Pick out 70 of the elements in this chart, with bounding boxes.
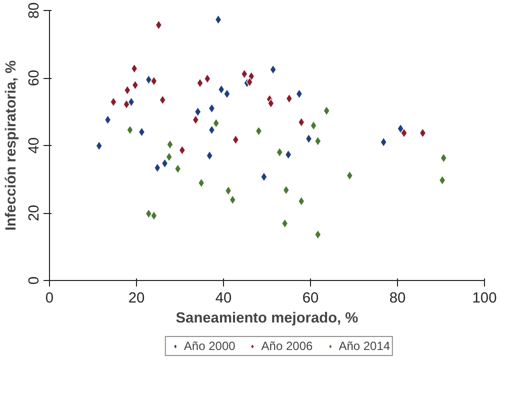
point: [305, 134, 312, 144]
point: [161, 158, 168, 168]
point: [128, 97, 135, 107]
point: [192, 115, 199, 125]
point: [145, 74, 152, 84]
legend-label: Año 2014: [338, 339, 390, 353]
x-tick-label: 40: [215, 290, 232, 306]
point: [208, 125, 216, 135]
point: [260, 172, 268, 182]
point: [241, 69, 248, 79]
point: [248, 72, 255, 82]
point: [310, 120, 317, 130]
point: [246, 77, 253, 87]
point: [400, 128, 408, 138]
point: [110, 97, 117, 107]
x-tick-label: 100: [472, 290, 497, 306]
y-axis-title: Infección respiratoria, %: [4, 60, 20, 231]
point: [282, 218, 288, 228]
point: [419, 128, 426, 138]
x-axis-title: Saneamiento mejorado, %: [176, 310, 358, 326]
point: [397, 124, 404, 134]
point: [132, 80, 138, 90]
point: [159, 95, 166, 105]
y-tick-label: 20: [26, 204, 42, 222]
point: [270, 64, 276, 74]
point: [155, 20, 162, 30]
point: [229, 195, 236, 205]
point: [255, 126, 262, 136]
point: [150, 76, 158, 86]
point: [346, 170, 353, 180]
point: [214, 14, 222, 24]
point: [224, 89, 230, 99]
point: [150, 210, 158, 220]
point: [131, 64, 138, 74]
legend-label: Año 2006: [261, 339, 313, 353]
point: [206, 150, 213, 160]
point: [196, 78, 204, 88]
point: [314, 230, 322, 240]
point: [124, 85, 131, 95]
y-tick-label: 40: [26, 137, 42, 154]
point: [314, 136, 322, 146]
x-tick-label: 0: [45, 290, 54, 306]
point: [296, 89, 302, 99]
point: [440, 153, 447, 163]
point: [208, 104, 216, 114]
point: [123, 100, 130, 110]
y-tick-label: 0: [26, 276, 42, 285]
point: [96, 141, 102, 151]
point: [380, 137, 387, 147]
point: [138, 127, 146, 137]
x-tick-label: 20: [128, 290, 145, 306]
point: [166, 152, 172, 162]
point: [166, 140, 174, 150]
point: [286, 94, 292, 104]
legend-label: Año 2000: [184, 339, 236, 353]
point: [285, 150, 292, 160]
point: [126, 125, 134, 135]
y-tick-label: 60: [26, 70, 42, 86]
point: [145, 208, 152, 218]
point: [104, 115, 112, 125]
point: [204, 74, 211, 84]
y-tick-label: 80: [26, 2, 42, 19]
point: [282, 185, 290, 195]
point: [268, 98, 274, 108]
x-tick-label: 60: [302, 290, 319, 306]
point: [298, 196, 305, 206]
point: [224, 186, 232, 196]
x-tick-label: 80: [389, 290, 406, 306]
point: [218, 84, 225, 94]
point: [198, 178, 205, 188]
